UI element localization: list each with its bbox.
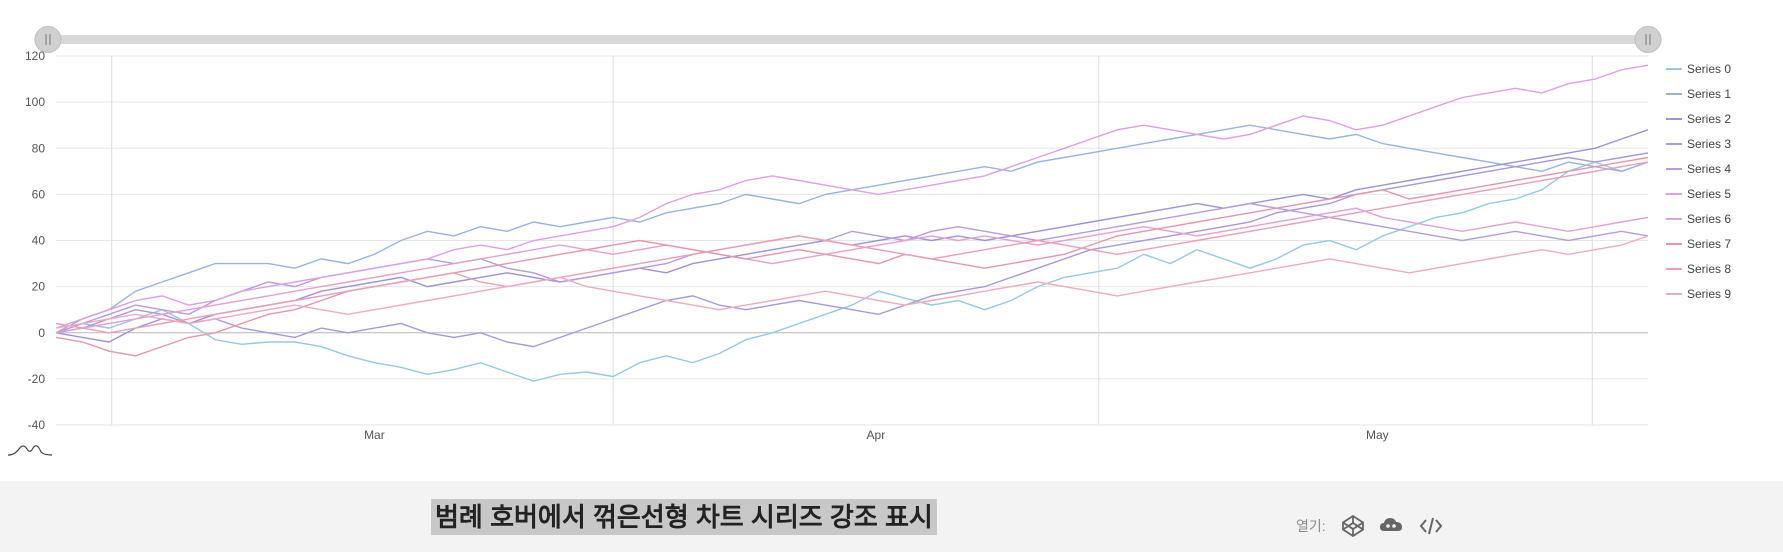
legend-label: Series 4: [1687, 162, 1731, 176]
legend-item[interactable]: Series 4: [1666, 162, 1731, 176]
y-tick-label: 40: [32, 234, 46, 248]
legend-label: Series 8: [1687, 262, 1731, 276]
range-handle-body: [1634, 26, 1662, 53]
range-handle-icon[interactable]: [34, 26, 62, 53]
x-tick-label: May: [1366, 428, 1389, 442]
legend-item[interactable]: Series 0: [1666, 62, 1731, 76]
series-line: [55, 156, 1649, 357]
legend-label: Series 7: [1687, 237, 1731, 251]
range-slider-track[interactable]: [48, 35, 1648, 44]
y-tick-label: 0: [38, 326, 45, 340]
y-tick-label: 60: [32, 187, 46, 201]
series-line: [55, 235, 1649, 329]
y-tick-label: 120: [25, 49, 45, 63]
series-line: [55, 64, 1649, 329]
legend-item[interactable]: Series 9: [1666, 287, 1731, 301]
footer: 범례 호버에서 꺾은선형 차트 시리즈 강조 표시 열기:: [0, 481, 1783, 552]
legend-label: Series 6: [1687, 212, 1731, 226]
chart-series: [55, 64, 1649, 382]
y-tick-label: -20: [28, 372, 46, 386]
chart-legend[interactable]: Series 0 Series 1 Series 2 Series 3 Series 4…: [1666, 62, 1731, 301]
legend-label: Series 3: [1687, 137, 1731, 151]
legend-item[interactable]: Series 3: [1666, 137, 1731, 151]
legend-item[interactable]: Series 8: [1666, 262, 1731, 276]
legend-label: Series 1: [1687, 87, 1731, 101]
series-line: [55, 124, 1649, 334]
legend-item[interactable]: Series 5: [1666, 187, 1731, 201]
page-title: 범례 호버에서 꺾은선형 차트 시리즈 강조 표시: [431, 499, 937, 535]
range-handle-body: [34, 26, 62, 53]
chart-grid: [56, 55, 1648, 426]
y-tick-label: -40: [28, 418, 46, 432]
y-tick-label: 100: [25, 95, 45, 109]
range-handle-icon[interactable]: [1634, 26, 1662, 53]
series-line: [55, 161, 1649, 382]
legend-item[interactable]: Series 7: [1666, 237, 1731, 251]
y-tick-label: 20: [32, 280, 46, 294]
codesandbox-icon[interactable]: [1378, 513, 1404, 544]
legend-item[interactable]: Series 2: [1666, 112, 1731, 126]
code-icon[interactable]: [1418, 513, 1444, 544]
series-line: [55, 161, 1649, 334]
sparkline-path: [7, 445, 53, 456]
sparkline-icon[interactable]: [7, 445, 53, 456]
legend-label: Series 9: [1687, 287, 1731, 301]
open-label: 열기:: [1296, 518, 1326, 534]
x-tick-label: Mar: [364, 428, 385, 442]
codepen-icon[interactable]: [1340, 513, 1366, 544]
chart-axes: -40 -20 0 20 40 60 80 100 120 Mar Apr May: [25, 49, 1389, 442]
legend-label: Series 5: [1687, 187, 1731, 201]
series-line: [55, 207, 1649, 334]
legend-label: Series 0: [1687, 62, 1731, 76]
legend-item[interactable]: Series 6: [1666, 212, 1731, 226]
range-slider[interactable]: [34, 26, 1662, 53]
y-tick-label: 80: [32, 141, 46, 155]
legend-item[interactable]: Series 1: [1666, 87, 1731, 101]
x-tick-label: Apr: [867, 428, 886, 442]
legend-label: Series 2: [1687, 112, 1731, 126]
